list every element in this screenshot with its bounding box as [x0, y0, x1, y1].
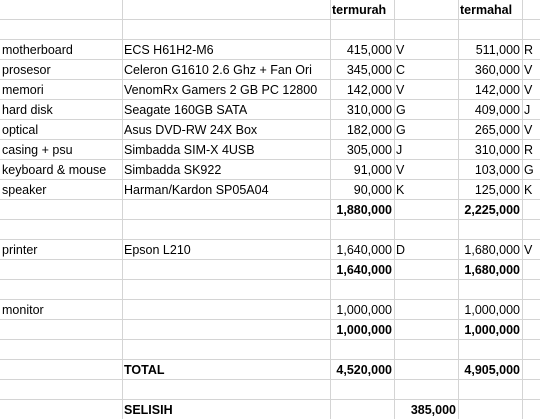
cell-printer-subtotal-high[interactable]: 1,680,000 — [464, 263, 520, 277]
cell-part-keyboard-mouse[interactable]: keyboard & mouse — [2, 163, 107, 177]
cell-vendor-high[interactable]: V — [524, 243, 533, 257]
cell-price-low[interactable]: 345,000 — [346, 63, 392, 77]
cell-part-optical[interactable]: optical — [2, 123, 39, 137]
column-header-cheapest[interactable]: termurah — [332, 3, 387, 17]
cell-vendor-high[interactable]: V — [524, 123, 533, 137]
row-divider — [0, 99, 540, 100]
cell-price-low[interactable]: 415,000 — [346, 43, 392, 57]
cell-product-keyboard-mouse[interactable]: Simbadda SK922 — [124, 163, 222, 177]
cell-vendor-low[interactable]: V — [396, 43, 405, 57]
column-divider — [122, 0, 123, 419]
cell-price-low[interactable]: 305,000 — [346, 143, 392, 157]
cell-price-high[interactable]: 511,000 — [475, 43, 520, 57]
cell-printer-subtotal-low[interactable]: 1,640,000 — [336, 263, 392, 277]
cell-price-high[interactable]: 409,000 — [474, 103, 520, 117]
cell-part-printer[interactable]: printer — [2, 243, 38, 257]
row-divider — [0, 379, 540, 380]
cell-price-low[interactable]: 310,000 — [346, 103, 392, 117]
cell-vendor-low[interactable]: D — [396, 243, 406, 257]
cell-vendor-high[interactable]: R — [524, 143, 534, 157]
cell-monitor-subtotal-high[interactable]: 1,000,000 — [464, 323, 520, 337]
row-divider — [0, 279, 540, 280]
cell-vendor-low[interactable]: V — [396, 83, 405, 97]
cell-vendor-high[interactable]: K — [524, 183, 533, 197]
cell-price-high[interactable]: 265,000 — [474, 123, 520, 137]
cell-vendor-high[interactable]: R — [524, 43, 534, 57]
cell-vendor-low[interactable]: K — [396, 183, 405, 197]
row-divider — [0, 19, 540, 20]
cell-product-optical[interactable]: Asus DVD-RW 24X Box — [124, 123, 258, 137]
row-divider — [0, 359, 540, 360]
cell-price-high[interactable]: 310,000 — [474, 143, 520, 157]
cell-vendor-high[interactable]: J — [524, 103, 531, 117]
cell-price-low[interactable]: 90,000 — [353, 183, 392, 197]
cell-product-motherboard[interactable]: ECS H61H2-M6 — [124, 43, 214, 57]
cell-price-low[interactable]: 1,000,000 — [336, 303, 392, 317]
cell-part-monitor[interactable]: monitor — [2, 303, 44, 317]
cell-total-low[interactable]: 4,520,000 — [336, 363, 392, 377]
cell-vendor-low[interactable]: G — [396, 103, 406, 117]
row-divider — [0, 399, 540, 400]
row-divider — [0, 199, 540, 200]
cell-product-hard-disk[interactable]: Seagate 160GB SATA — [124, 103, 248, 117]
cell-difference-value[interactable]: 385,000 — [410, 403, 456, 417]
cell-price-low[interactable]: 1,640,000 — [336, 243, 392, 257]
row-divider — [0, 319, 540, 320]
row-divider — [0, 259, 540, 260]
cell-vendor-low[interactable]: V — [396, 163, 405, 177]
column-header-priciest[interactable]: termahal — [460, 3, 513, 17]
row-divider — [0, 119, 540, 120]
cell-vendor-low[interactable]: G — [396, 123, 406, 137]
row-divider — [0, 339, 540, 340]
cell-monitor-subtotal-low[interactable]: 1,000,000 — [336, 323, 392, 337]
row-divider — [0, 219, 540, 220]
row-divider — [0, 239, 540, 240]
cell-vendor-high[interactable]: V — [524, 83, 533, 97]
row-divider — [0, 159, 540, 160]
cell-price-high[interactable]: 1,000,000 — [464, 303, 520, 317]
cell-vendor-high[interactable]: V — [524, 63, 533, 77]
cell-part-memory[interactable]: memori — [2, 83, 44, 97]
cell-product-speaker[interactable]: Harman/Kardon SP05A04 — [124, 183, 269, 197]
cell-total-label[interactable]: TOTAL — [124, 363, 165, 377]
column-divider — [458, 0, 459, 419]
cell-product-casing-psu[interactable]: Simbadda SIM-X 4USB — [124, 143, 255, 157]
cell-part-hard-disk[interactable]: hard disk — [2, 103, 53, 117]
cell-product-printer[interactable]: Epson L210 — [124, 243, 191, 257]
cell-price-high[interactable]: 360,000 — [474, 63, 520, 77]
row-divider — [0, 39, 540, 40]
column-divider — [330, 0, 331, 419]
cell-components-subtotal-high[interactable]: 2,225,000 — [464, 203, 520, 217]
row-divider — [0, 179, 540, 180]
cell-part-casing-psu[interactable]: casing + psu — [2, 143, 73, 157]
cell-price-high[interactable]: 103,000 — [474, 163, 520, 177]
column-divider — [522, 0, 523, 419]
cell-vendor-low[interactable]: J — [396, 143, 403, 157]
column-divider — [394, 0, 395, 419]
cell-part-processor[interactable]: prosesor — [2, 63, 51, 77]
cell-price-high[interactable]: 142,000 — [474, 83, 520, 97]
cell-product-memory[interactable]: VenomRx Gamers 2 GB PC 12800 — [124, 83, 318, 97]
cell-part-speaker[interactable]: speaker — [2, 183, 47, 197]
cell-part-motherboard[interactable]: motherboard — [2, 43, 73, 57]
cell-price-low[interactable]: 91,000 — [353, 163, 392, 177]
row-divider — [0, 139, 540, 140]
cell-price-high[interactable]: 1,680,000 — [464, 243, 520, 257]
cell-price-low[interactable]: 182,000 — [346, 123, 392, 137]
row-divider — [0, 79, 540, 80]
row-divider — [0, 59, 540, 60]
cell-components-subtotal-low[interactable]: 1,880,000 — [336, 203, 392, 217]
row-divider — [0, 299, 540, 300]
cell-product-processor[interactable]: Celeron G1610 2.6 Ghz + Fan Ori — [124, 63, 312, 77]
cell-vendor-high[interactable]: G — [524, 163, 534, 177]
cell-price-high[interactable]: 125,000 — [474, 183, 520, 197]
cell-total-high[interactable]: 4,905,000 — [464, 363, 520, 377]
cell-price-low[interactable]: 142,000 — [346, 83, 392, 97]
cell-difference-label[interactable]: SELISIH — [124, 403, 173, 417]
cell-vendor-low[interactable]: C — [396, 63, 406, 77]
